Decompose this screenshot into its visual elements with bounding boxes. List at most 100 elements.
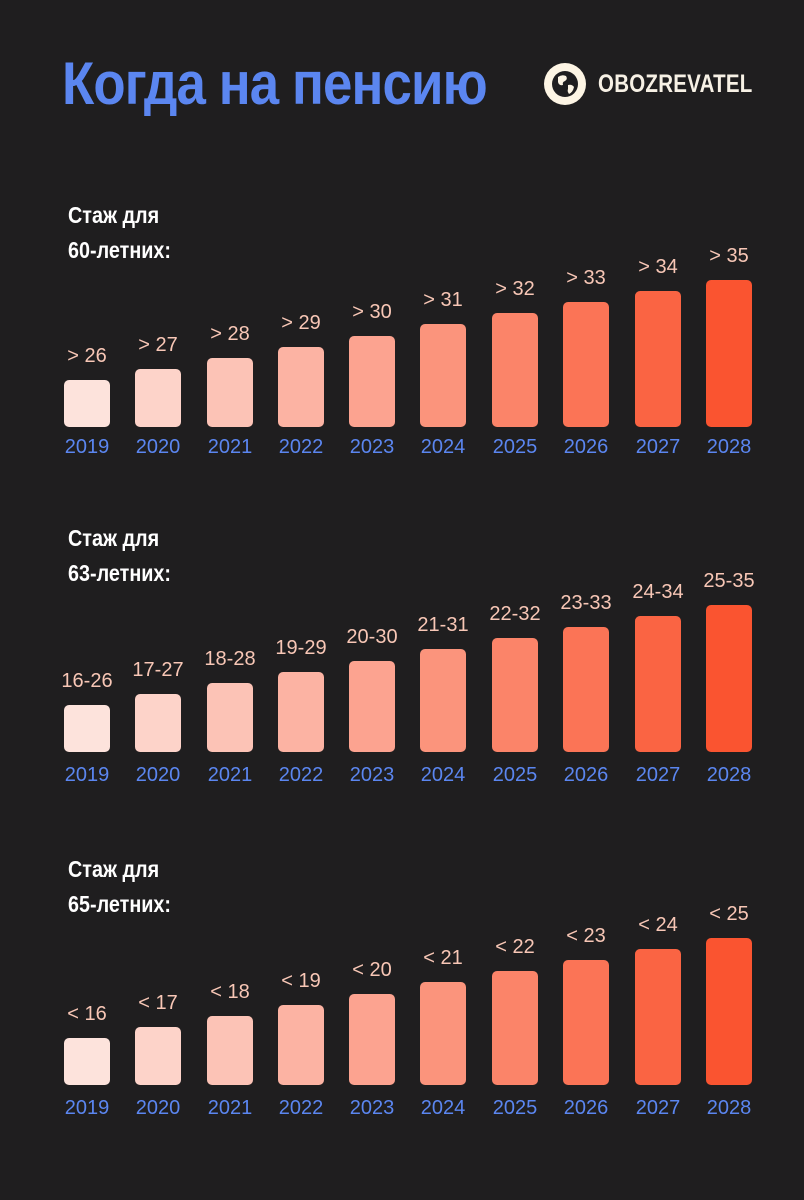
year-label: 2024 (420, 1097, 466, 1119)
bar-value-label: < 25 (709, 903, 749, 925)
year-label: 2019 (64, 764, 110, 786)
bar-2020 (135, 1026, 181, 1085)
bar-2028 (706, 280, 752, 427)
page-title: Когда на пенсию (62, 50, 488, 117)
year-label: 2023 (349, 436, 395, 458)
bar-2025 (492, 971, 538, 1085)
bar-value-label: > 29 (281, 311, 321, 334)
bar-2020 (135, 693, 181, 752)
section-label-line1: Стаж для (68, 202, 160, 228)
year-label: 2026 (563, 436, 609, 458)
section-label: Стаж для 63-летних: (68, 521, 240, 591)
bar-2023 (349, 335, 395, 427)
year-label: 2020 (135, 436, 181, 458)
year-label: 2028 (706, 764, 752, 786)
bar-2026 (563, 627, 609, 752)
bar-value-label: < 20 (352, 958, 392, 981)
year-label: 2022 (278, 1097, 324, 1119)
bar-2025 (492, 638, 538, 752)
bar-value-label: 22-32 (489, 603, 541, 626)
year-label: 2027 (635, 436, 681, 458)
bar-value-label: > 33 (566, 267, 606, 290)
bar-value-label: 25-35 (703, 570, 755, 592)
section-label-line2: 63-летних: (68, 560, 172, 586)
bar-value-label: > 35 (709, 245, 749, 267)
section-label: Стаж для 60-летних: (68, 198, 240, 268)
year-label: 2020 (135, 764, 181, 786)
section-label-line2: 60-летних: (68, 237, 172, 263)
year-label: 2021 (207, 436, 253, 458)
bar-value-label: < 16 (67, 1003, 107, 1025)
bar-value-label: 21-31 (417, 614, 469, 637)
bar-value-label: < 24 (638, 914, 678, 937)
section-label-line1: Стаж для (68, 856, 160, 882)
bar-2024 (420, 982, 466, 1085)
bar-2023 (349, 993, 395, 1085)
year-label: 2023 (349, 764, 395, 786)
year-label: 2024 (420, 436, 466, 458)
bar-value-label: 18-28 (204, 647, 256, 670)
bar-2027 (635, 949, 681, 1085)
bar-2028 (706, 605, 752, 752)
year-label: 2028 (706, 1097, 752, 1119)
bar-2021 (207, 1015, 253, 1085)
bar-2022 (278, 1004, 324, 1085)
bar-2026 (563, 302, 609, 427)
bar-value-label: > 30 (352, 300, 392, 323)
bar-value-label: > 28 (210, 322, 250, 345)
year-label: 2019 (64, 1097, 110, 1119)
bar-2028 (706, 938, 752, 1085)
bar-value-label: 24-34 (632, 581, 684, 604)
bar-2020 (135, 368, 181, 427)
bar-value-label: 16-26 (61, 670, 113, 692)
year-label: 2025 (492, 1097, 538, 1119)
bar-value-label: 23-33 (560, 592, 612, 615)
year-label: 2021 (207, 1097, 253, 1119)
section-label: Стаж для 65-летних: (68, 852, 240, 922)
year-label: 2023 (349, 1097, 395, 1119)
bar-2019 (64, 380, 110, 427)
section-label-line1: Стаж для (68, 525, 160, 551)
year-label: 2028 (706, 436, 752, 458)
bar-value-label: < 23 (566, 925, 606, 948)
year-label: 2022 (278, 764, 324, 786)
year-label: 2022 (278, 436, 324, 458)
bar-value-label: 19-29 (275, 636, 327, 659)
bar-2019 (64, 1038, 110, 1085)
bar-2022 (278, 346, 324, 427)
year-label: 2027 (635, 1097, 681, 1119)
bar-value-label: < 21 (423, 947, 463, 970)
section-label-line2: 65-летних: (68, 891, 172, 917)
bar-2025 (492, 313, 538, 427)
year-label: 2024 (420, 764, 466, 786)
bar-value-label: > 26 (67, 345, 107, 367)
bar-value-label: < 17 (138, 991, 178, 1014)
bar-value-label: 17-27 (132, 658, 184, 681)
bar-value-label: > 32 (495, 278, 535, 301)
bar-2024 (420, 649, 466, 752)
bar-2023 (349, 660, 395, 752)
year-label: 2019 (64, 436, 110, 458)
brand-logo[interactable]: OBOZREVATEL (544, 63, 786, 105)
bar-2027 (635, 291, 681, 427)
bar-value-label: > 31 (423, 289, 463, 312)
bar-value-label: < 18 (210, 980, 250, 1003)
year-label: 2020 (135, 1097, 181, 1119)
year-label: 2026 (563, 764, 609, 786)
year-label: 2025 (492, 764, 538, 786)
bar-value-label: > 34 (638, 256, 678, 279)
year-label: 2027 (635, 764, 681, 786)
bar-2027 (635, 616, 681, 752)
bar-2022 (278, 671, 324, 752)
year-label: 2021 (207, 764, 253, 786)
bar-value-label: < 22 (495, 936, 535, 959)
brand-name: OBOZREVATEL (598, 69, 753, 98)
bar-2019 (64, 705, 110, 752)
bar-2021 (207, 357, 253, 427)
bar-2024 (420, 324, 466, 427)
bar-value-label: 20-30 (346, 625, 398, 648)
bar-2026 (563, 960, 609, 1085)
year-label: 2025 (492, 436, 538, 458)
bar-2021 (207, 682, 253, 752)
year-label: 2026 (563, 1097, 609, 1119)
